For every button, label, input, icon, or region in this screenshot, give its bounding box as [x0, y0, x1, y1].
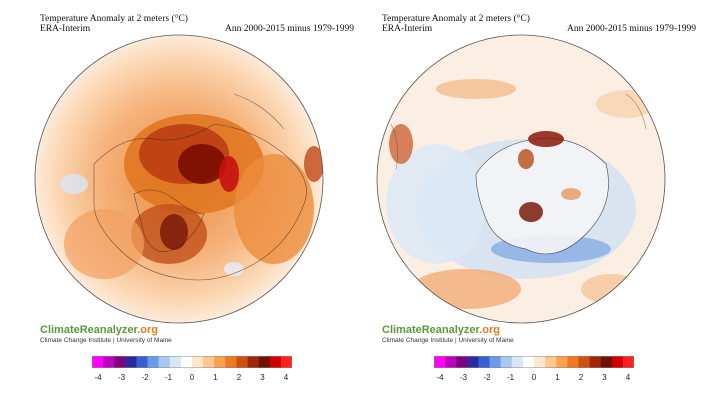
- colorbar-tick-label: -1: [507, 373, 515, 382]
- colorbar-tick-label: -2: [141, 373, 149, 382]
- globe-outline: [376, 34, 666, 324]
- colorbar-tick-label: 4: [284, 373, 289, 382]
- brand-logo: ClimateReanalyzer.org Climate Change Ins…: [40, 324, 172, 344]
- colorbar-swatch: [578, 356, 590, 368]
- colorbar-tick-label: -2: [483, 373, 491, 382]
- strong-warm-anomaly: [178, 144, 226, 184]
- strong-warm-anomaly: [219, 156, 239, 192]
- coastline: [133, 189, 205, 253]
- cool-anomaly-region: [386, 144, 486, 264]
- warm-anomaly-region: [518, 149, 534, 169]
- colorbar-tick-label: 1: [213, 373, 218, 382]
- globe-outline: [34, 34, 324, 324]
- colorbar-swatch: [511, 356, 524, 368]
- colorbar-tick-label: 0: [190, 373, 195, 382]
- colorbar-outline: [434, 356, 634, 368]
- cool-anomaly-region: [60, 174, 88, 194]
- warm-anomaly-region: [64, 209, 144, 279]
- colorbar: -4 -3 -2 -1 0 1 2 3 4: [92, 356, 293, 386]
- colorbar-tick-label: -3: [460, 373, 468, 382]
- colorbar-swatch: [269, 356, 282, 368]
- colorbar-swatch: [589, 356, 601, 368]
- brand-logo: ClimateReanalyzer.org Climate Change Ins…: [382, 324, 514, 344]
- panel-header: Temperature Anomaly at 2 meters (°C) ERA…: [382, 14, 530, 34]
- panel-north: Temperature Anomaly at 2 meters (°C) ERA…: [20, 0, 360, 405]
- colorbar-swatch: [456, 356, 468, 368]
- colorbar-tick-label: 2: [579, 373, 584, 382]
- colorbar-outline: [92, 356, 292, 368]
- colorbar-swatch: [180, 356, 193, 368]
- colorbar-tick-label: -4: [436, 373, 444, 382]
- south-globe: [376, 34, 666, 324]
- warm-anomaly-region: [389, 124, 413, 164]
- colorbar-swatch: [534, 356, 546, 368]
- warm-anomaly-region: [561, 188, 581, 200]
- colorbar-swatch: [169, 356, 182, 368]
- colorbar-swatch: [225, 356, 237, 368]
- colorbar-swatch: [478, 356, 490, 368]
- colorbar-swatch: [136, 356, 148, 368]
- colorbar-swatch: [434, 356, 446, 368]
- colorbar-tick-label: 2: [237, 373, 242, 382]
- warm-anomaly-region: [304, 146, 323, 182]
- panel-title: Temperature Anomaly at 2 meters (°C): [40, 14, 188, 24]
- strong-warm-anomaly: [519, 202, 543, 222]
- brand-subtitle: Climate Change Institute | University of…: [382, 337, 514, 344]
- colorbar-swatch: [467, 356, 479, 368]
- panel-dataset: ERA-Interim: [382, 24, 433, 34]
- colorbar-swatch: [147, 356, 159, 368]
- antarctica: [476, 138, 609, 254]
- colorbar-swatch: [158, 356, 171, 368]
- strong-warm-anomaly: [160, 214, 188, 250]
- colorbar-swatch: [192, 356, 204, 368]
- colorbar-swatch: [522, 356, 535, 368]
- panel-header: Temperature Anomaly at 2 meters (°C) ERA…: [40, 14, 188, 34]
- warm-anomaly-region: [581, 274, 641, 304]
- colorbar-swatch: [600, 356, 613, 368]
- panel-period: Ann 2000-2015 minus 1979-1999: [224, 24, 354, 34]
- colorbar-tick-label: -3: [118, 373, 126, 382]
- coastline: [93, 123, 307, 281]
- colorbar: -4 -3 -2 -1 0 1 2 3 4: [434, 356, 635, 386]
- colorbar-swatch: [125, 356, 137, 368]
- panel-period: Ann 2000-2015 minus 1979-1999: [566, 24, 696, 34]
- warm-anomaly-region: [436, 79, 516, 99]
- colorbar-tick-label: -4: [94, 373, 102, 382]
- colorbar-swatch: [92, 356, 104, 368]
- coastline: [390, 123, 398, 170]
- panel-title: Temperature Anomaly at 2 meters (°C): [382, 14, 530, 24]
- panel-dataset: ERA-Interim: [40, 24, 91, 34]
- colorbar-swatch: [236, 356, 248, 368]
- colorbar-tick-label: -1: [165, 373, 173, 382]
- brand-subtitle: Climate Change Institute | University of…: [40, 337, 172, 344]
- north-globe: [34, 34, 324, 324]
- colorbar-swatch: [611, 356, 624, 368]
- colorbar-swatch: [622, 356, 635, 368]
- colorbar-swatch: [567, 356, 579, 368]
- colorbar-swatch: [203, 356, 215, 368]
- cool-anomaly-region: [224, 262, 244, 276]
- colorbar-swatch: [556, 356, 568, 368]
- coastline: [625, 93, 647, 130]
- colorbar-swatch: [103, 356, 115, 368]
- colorbar-tick-label: 1: [555, 373, 560, 382]
- colorbar-swatch: [545, 356, 557, 368]
- colorbar-tick-label: 3: [260, 373, 265, 382]
- colorbar-swatch: [247, 356, 259, 368]
- panel-south: Temperature Anomaly at 2 meters (°C) ERA…: [362, 0, 702, 405]
- colorbar-tick-label: 3: [602, 373, 607, 382]
- colorbar-swatch: [445, 356, 457, 368]
- coastline: [233, 93, 285, 130]
- colorbar-tick-label: 0: [532, 373, 537, 382]
- colorbar-swatch: [500, 356, 513, 368]
- colorbar-swatch: [258, 356, 271, 368]
- colorbar-swatch: [114, 356, 126, 368]
- colorbar-swatch: [489, 356, 501, 368]
- colorbar-swatch: [280, 356, 293, 368]
- colorbar-tick-label: 4: [626, 373, 631, 382]
- warm-anomaly-region: [528, 131, 564, 147]
- warm-anomaly-region: [234, 154, 314, 264]
- colorbar-swatch: [214, 356, 226, 368]
